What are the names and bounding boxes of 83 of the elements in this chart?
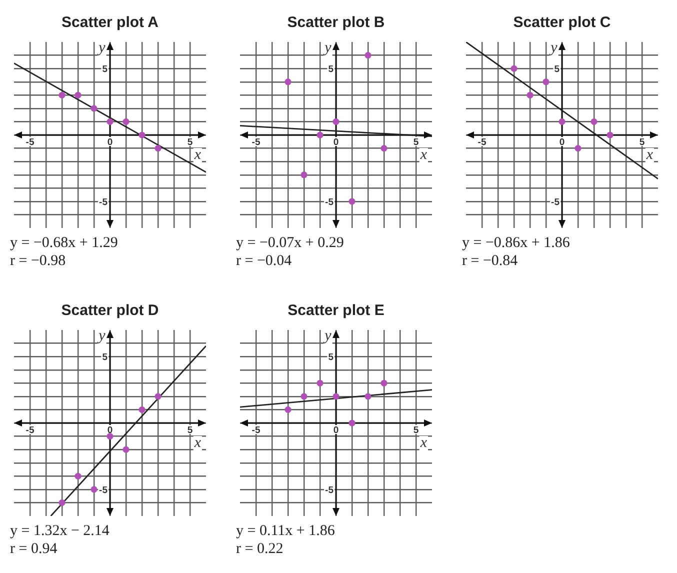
y-tick-label: 5 [328, 352, 334, 364]
point [74, 472, 82, 480]
point [364, 393, 372, 400]
point [332, 118, 340, 126]
y-axis-title: y [322, 328, 332, 344]
x-tick-label: 0 [107, 137, 113, 148]
x-axis-title: x [419, 435, 428, 451]
point [574, 144, 582, 152]
y-tick-label: -5 [325, 484, 334, 496]
x-tick-label: -5 [26, 425, 35, 436]
text: y = 1.32x − 2.14 [10, 522, 110, 540]
x-tick-label: -5 [478, 137, 487, 148]
x-tick-label: 5 [187, 425, 194, 436]
point [300, 172, 308, 178]
x-axis-title: x [193, 435, 202, 451]
text: r = −0.04 [236, 252, 293, 270]
point [558, 118, 566, 126]
y-axis-title: y [96, 328, 106, 344]
x-axis-title: x [645, 147, 654, 163]
point [590, 118, 598, 126]
point [58, 92, 66, 98]
x-tick-label: 5 [187, 137, 194, 148]
point [138, 132, 146, 138]
point [606, 132, 614, 138]
text: r = 0.22 [236, 540, 284, 558]
x-tick-label: 5 [413, 425, 420, 436]
text: y = 0.11x + 1.86 [236, 522, 336, 540]
text: y = −0.86x + 1.86 [462, 234, 571, 252]
y-axis-title: y [548, 40, 558, 56]
text: r = 0.94 [10, 540, 58, 558]
point [332, 393, 340, 400]
y-tick-label: 5 [328, 64, 334, 76]
y-tick-label: 5 [102, 352, 108, 364]
point [300, 393, 308, 400]
point [510, 65, 518, 72]
point [284, 78, 292, 86]
point [138, 406, 146, 414]
x-tick-label: -5 [252, 425, 261, 436]
point [348, 198, 356, 205]
point [74, 92, 82, 98]
x-tick-label: 5 [413, 137, 420, 148]
x-tick-label: 0 [559, 137, 565, 148]
x-axis-title: x [419, 147, 428, 163]
chart-title: Scatter plot C [513, 14, 611, 32]
x-tick-label: -5 [26, 137, 35, 148]
point [154, 144, 162, 152]
point [316, 132, 324, 138]
point [90, 486, 98, 493]
point [380, 380, 388, 386]
text: r = −0.98 [10, 252, 67, 270]
point [364, 52, 372, 59]
point [542, 78, 550, 86]
point [122, 118, 130, 126]
point [284, 406, 292, 414]
x-tick-label: 0 [333, 425, 339, 436]
point [58, 499, 66, 506]
point [106, 118, 114, 126]
point [122, 446, 130, 453]
y-axis-title: y [322, 40, 332, 56]
point [316, 380, 324, 386]
point [106, 432, 114, 440]
x-tick-label: -5 [252, 137, 261, 148]
chart-title: Scatter plot B [287, 14, 385, 32]
x-tick-label: 0 [107, 425, 113, 436]
chart-title: Scatter plot E [288, 302, 384, 320]
y-tick-label: -5 [325, 196, 334, 208]
point [90, 105, 98, 112]
y-tick-label: 5 [102, 64, 108, 76]
point [154, 393, 162, 400]
y-tick-label: -5 [99, 196, 108, 208]
text: y = −0.68x + 1.29 [10, 234, 119, 252]
x-axis-title: x [193, 147, 202, 163]
text: r = −0.84 [462, 252, 519, 270]
x-tick-label: 5 [639, 137, 646, 148]
y-axis-title: y [96, 40, 106, 56]
point [526, 92, 534, 98]
y-tick-label: -5 [99, 484, 108, 496]
point [380, 144, 388, 152]
chart-title: Scatter plot A [62, 14, 159, 32]
x-tick-label: 0 [333, 137, 339, 148]
text: y = −0.07x + 0.29 [236, 234, 345, 252]
point [348, 420, 356, 426]
chart-title: Scatter plot D [61, 302, 159, 320]
